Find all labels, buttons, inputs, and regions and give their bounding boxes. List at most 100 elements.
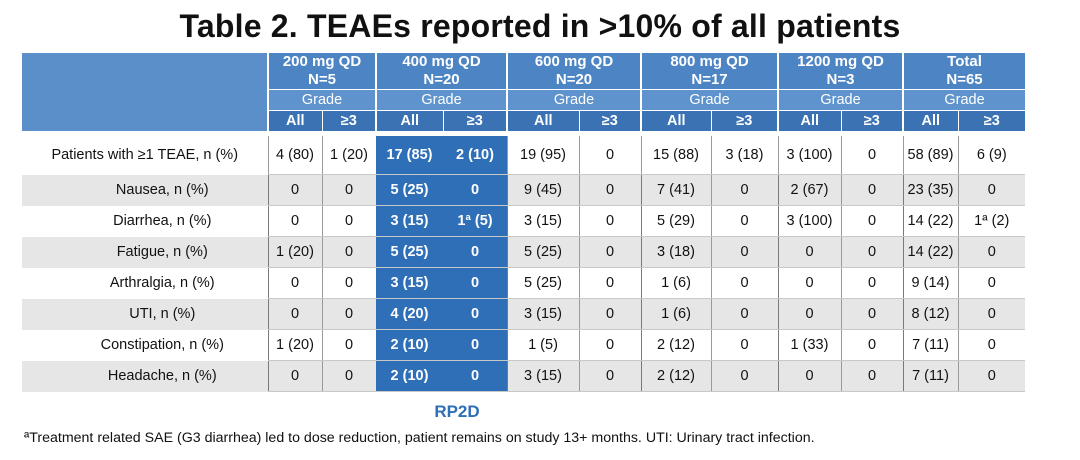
table-cell-rp2d: 1ª (5) bbox=[442, 205, 507, 237]
table-cell-rp2d: 2 (10) bbox=[375, 329, 443, 361]
table-cell-rp2d: 5 (25) bbox=[375, 174, 443, 206]
table-cell: 5 (25) bbox=[506, 267, 579, 299]
dose-group-header: 800 mg QD bbox=[640, 53, 778, 71]
table-cell: 3 (18) bbox=[710, 131, 778, 175]
table-cell: 0 bbox=[578, 329, 641, 361]
table-cell: 4 (80) bbox=[267, 131, 322, 175]
table-cell: 8 (12) bbox=[902, 298, 958, 330]
table-cell: 0 bbox=[267, 298, 322, 330]
header-grade-row: Grade Grade Grade Grade Grade Grade bbox=[22, 89, 1025, 111]
dose-group-header: 400 mg QD bbox=[375, 53, 507, 71]
group-n: N=5 bbox=[267, 71, 376, 90]
table-cell: 0 bbox=[578, 131, 641, 175]
table-cell-rp2d: 0 bbox=[442, 360, 507, 392]
table-cell: 0 bbox=[578, 360, 641, 392]
table-cell: 3 (15) bbox=[506, 298, 579, 330]
table-cell: 0 bbox=[710, 329, 778, 361]
table-row-any-teae: Patients with ≥1 TEAE, n (%) 4 (80) 1 (2… bbox=[22, 131, 1025, 175]
sub-header-ge3: ≥3 bbox=[321, 110, 376, 134]
table-cell: 1 (6) bbox=[640, 298, 711, 330]
table-row-nausea: Nausea, n (%) 0 0 5 (25) 0 9 (45) 0 7 (4… bbox=[22, 174, 1025, 206]
grade-header: Grade bbox=[267, 89, 376, 111]
table-cell: 0 bbox=[840, 205, 903, 237]
header-dose-row: 200 mg QD 400 mg QD 600 mg QD 800 mg QD … bbox=[22, 53, 1025, 134]
table-row-constipation: Constipation, n (%) 1 (20) 0 2 (10) 0 1 … bbox=[22, 329, 1025, 361]
table-row-fatigue: Fatigue, n (%) 1 (20) 0 5 (25) 0 5 (25) … bbox=[22, 236, 1025, 268]
sub-header-ge3: ≥3 bbox=[442, 110, 507, 134]
row-label: Patients with ≥1 TEAE, n (%) bbox=[22, 131, 268, 175]
table-cell: 14 (22) bbox=[902, 236, 958, 268]
table-cell: 0 bbox=[267, 205, 322, 237]
grade-header: Grade bbox=[506, 89, 641, 111]
sub-header-ge3: ≥3 bbox=[957, 110, 1025, 134]
table-cell: 3 (18) bbox=[640, 236, 711, 268]
table-cell: 0 bbox=[840, 360, 903, 392]
table-cell: 7 (41) bbox=[640, 174, 711, 206]
row-label: Diarrhea, n (%) bbox=[22, 205, 268, 237]
table-cell: 1 (20) bbox=[267, 329, 322, 361]
table-cell: 3 (100) bbox=[777, 205, 841, 237]
table-cell: 0 bbox=[710, 236, 778, 268]
table-cell: 9 (45) bbox=[506, 174, 579, 206]
table-cell: 0 bbox=[710, 174, 778, 206]
grade-header: Grade bbox=[375, 89, 507, 111]
table-cell: 1ª (2) bbox=[957, 205, 1025, 237]
table-cell: 0 bbox=[321, 360, 376, 392]
grade-header: Grade bbox=[640, 89, 778, 111]
table-body: Patients with ≥1 TEAE, n (%) 4 (80) 1 (2… bbox=[22, 131, 1025, 392]
table-cell: 0 bbox=[578, 298, 641, 330]
table-cell: 0 bbox=[777, 298, 841, 330]
table-cell: 0 bbox=[267, 174, 322, 206]
table-cell: 3 (15) bbox=[506, 205, 579, 237]
table-cell: 0 bbox=[957, 360, 1025, 392]
table-cell: 0 bbox=[840, 298, 903, 330]
table-cell-rp2d: 0 bbox=[442, 236, 507, 268]
teae-table: 200 mg QD 400 mg QD 600 mg QD 800 mg QD … bbox=[22, 53, 1025, 392]
header-n-row: N=5 N=20 N=20 N=17 N=3 N=65 bbox=[22, 71, 1025, 90]
table-cell: 3 (100) bbox=[777, 131, 841, 175]
table-cell: 1 (5) bbox=[506, 329, 579, 361]
table-cell: 58 (89) bbox=[902, 131, 958, 175]
rp2d-label: RP2D bbox=[434, 402, 480, 421]
table-cell: 0 bbox=[840, 131, 903, 175]
table-cell: 2 (12) bbox=[640, 360, 711, 392]
table-cell: 0 bbox=[777, 267, 841, 299]
sub-header-all: All bbox=[375, 110, 443, 134]
table-row-uti: UTI, n (%) 0 0 4 (20) 0 3 (15) 0 1 (6) 0… bbox=[22, 298, 1025, 330]
sub-header-ge3: ≥3 bbox=[710, 110, 778, 134]
table-cell: 6 (9) bbox=[957, 131, 1025, 175]
footnote: ªTreatment related SAE (G3 diarrhea) led… bbox=[24, 430, 815, 446]
table-cell: 5 (25) bbox=[506, 236, 579, 268]
sub-header-all: All bbox=[506, 110, 579, 134]
row-label: Fatigue, n (%) bbox=[22, 236, 268, 268]
group-n: N=20 bbox=[375, 71, 507, 90]
sub-header-all: All bbox=[640, 110, 711, 134]
dose-group-header: 600 mg QD bbox=[506, 53, 641, 71]
sub-header-all: All bbox=[777, 110, 841, 134]
table-cell: 0 bbox=[321, 329, 376, 361]
table-title: Table 2. TEAEs reported in >10% of all p… bbox=[179, 8, 901, 44]
table-cell: 0 bbox=[710, 267, 778, 299]
group-n: N=3 bbox=[777, 71, 903, 90]
table-cell-rp2d: 0 bbox=[442, 329, 507, 361]
table-cell: 0 bbox=[578, 205, 641, 237]
table-cell: 0 bbox=[777, 236, 841, 268]
table-cell: 0 bbox=[957, 236, 1025, 268]
table-cell: 0 bbox=[957, 298, 1025, 330]
group-n: N=65 bbox=[902, 71, 1025, 90]
row-label: Arthralgia, n (%) bbox=[22, 267, 268, 299]
table-cell-rp2d: 0 bbox=[442, 267, 507, 299]
table-cell-rp2d: 4 (20) bbox=[375, 298, 443, 330]
table-cell-rp2d: 5 (25) bbox=[375, 236, 443, 268]
grade-header: Grade bbox=[902, 89, 1025, 111]
table-cell: 0 bbox=[578, 174, 641, 206]
table-cell-rp2d: 17 (85) bbox=[375, 131, 443, 175]
dose-group-header: 1200 mg QD bbox=[777, 53, 903, 71]
table-cell: 0 bbox=[840, 174, 903, 206]
header-blank-cell bbox=[22, 53, 268, 134]
table-cell: 0 bbox=[840, 236, 903, 268]
table-cell: 2 (12) bbox=[640, 329, 711, 361]
table-cell-rp2d: 2 (10) bbox=[375, 360, 443, 392]
table-cell: 9 (14) bbox=[902, 267, 958, 299]
table-cell: 0 bbox=[578, 236, 641, 268]
